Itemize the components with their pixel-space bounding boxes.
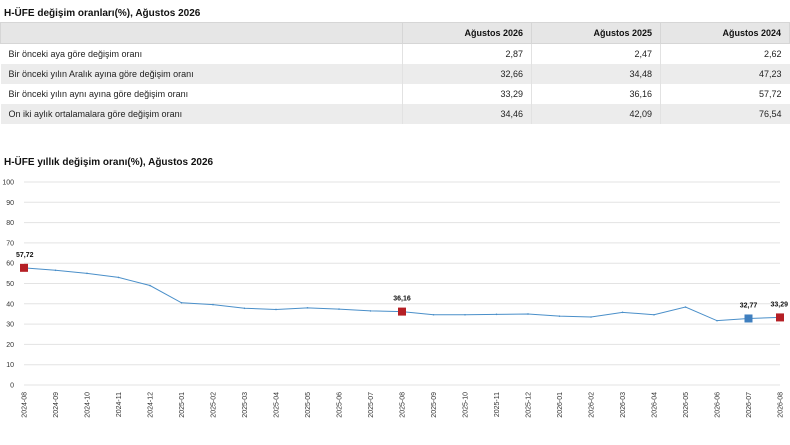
x-tick-label: 2025-10 <box>463 392 470 418</box>
x-tick-label: 2025-07 <box>368 392 375 418</box>
data-point <box>590 316 592 318</box>
data-label: 36,16 <box>393 296 411 303</box>
data-point <box>464 313 466 316</box>
data-point <box>306 307 309 309</box>
x-tick-label: 2024-12 <box>148 392 155 418</box>
row-value: 33,29 <box>402 84 532 104</box>
highlight-marker <box>776 313 784 322</box>
row-value: 57,72 <box>660 84 790 104</box>
data-point <box>212 303 214 306</box>
x-tick-label: 2025-04 <box>274 392 281 418</box>
table-title: H-ÜFE değişim oranları(%), Ağustos 2026 <box>4 8 201 19</box>
header-cell-aug-2024: Ağustos 2024 <box>660 22 790 44</box>
data-label: 57,72 <box>16 252 34 259</box>
data-point <box>369 310 372 312</box>
row-value: 2,87 <box>402 43 532 64</box>
row-value: 34,46 <box>402 104 532 124</box>
row-value: 42,09 <box>531 104 661 124</box>
table-header-row: Ağustos 2026 Ağustos 2025 Ağustos 2024 <box>0 22 790 44</box>
data-point <box>86 272 88 275</box>
x-tick-label: 2026-07 <box>746 392 753 418</box>
x-tick-label: 2025-05 <box>305 392 312 418</box>
data-point <box>558 315 561 317</box>
y-tick-label: 30 <box>6 322 14 329</box>
data-point <box>527 313 529 315</box>
x-tick-label: 2025-03 <box>242 392 249 418</box>
x-tick-label: 2025-06 <box>337 392 344 418</box>
highlight-marker <box>744 314 753 323</box>
data-point <box>243 307 246 310</box>
x-tick-label: 2026-06 <box>715 392 722 418</box>
table-row: Bir önceki yılın Aralık ayına göre değiş… <box>0 64 790 84</box>
row-value: 2,62 <box>660 43 790 64</box>
data-point <box>180 301 183 304</box>
data-point <box>495 313 498 316</box>
x-tick-label: 2024-08 <box>22 392 29 418</box>
data-label: 32,77 <box>740 302 758 309</box>
highlight-marker <box>20 263 28 272</box>
x-tick-label: 2026-08 <box>778 392 785 418</box>
line-chart: 0 10 20 30 40 50 60 70 80 90 100 2024-08 2024-09 2024… <box>2 180 788 418</box>
row-value: 2,47 <box>531 43 661 64</box>
row-value: 36,16 <box>531 84 661 104</box>
y-tick-label: 80 <box>6 220 14 227</box>
y-tick-label: 20 <box>6 342 14 349</box>
x-tick-label: 2026-03 <box>620 392 627 418</box>
data-point <box>117 276 120 279</box>
data-point <box>684 306 687 308</box>
x-tick-label: 2026-02 <box>589 392 596 418</box>
x-tick-label: 2025-02 <box>211 392 218 418</box>
y-tick-label: 50 <box>6 281 14 288</box>
header-cell-aug-2026: Ağustos 2026 <box>402 22 532 44</box>
data-point <box>275 308 277 311</box>
x-tick-label: 2024-10 <box>85 392 92 418</box>
data-point <box>149 284 151 287</box>
row-value: 34,48 <box>531 64 661 84</box>
data-point <box>621 311 624 314</box>
y-tick-label: 60 <box>6 261 14 268</box>
header-cell-aug-2025: Ağustos 2025 <box>531 22 661 44</box>
x-tick-label: 2025-11 <box>494 392 501 417</box>
row-value: 32,66 <box>402 64 532 84</box>
table-row: Bir önceki aya göre değişim oranı 2,87 2… <box>0 43 790 64</box>
data-label: 33,29 <box>770 301 788 308</box>
row-value: 47,23 <box>660 64 790 84</box>
y-tick-label: 40 <box>6 301 14 308</box>
chart-title: H-ÜFE yıllık değişim oranı(%), Ağustos 2… <box>4 157 214 168</box>
table-row: Bir önceki yılın aynı ayına göre değişim… <box>0 84 790 104</box>
y-tick-label: 90 <box>6 200 14 207</box>
data-point <box>54 269 57 272</box>
y-tick-label: 10 <box>6 362 14 369</box>
data-point <box>653 313 655 316</box>
row-label: On iki aylık ortalamalara göre değişim o… <box>8 109 183 119</box>
x-tick-label: 2026-05 <box>683 392 690 418</box>
y-tick-label: 0 <box>10 383 14 390</box>
row-label: Bir önceki yılın Aralık ayına göre değiş… <box>8 69 194 79</box>
y-tick-label: 100 <box>2 180 14 187</box>
header-cell-empty <box>0 22 403 44</box>
x-tick-label: 2025-12 <box>526 392 533 418</box>
rates-table: Ağustos 2026 Ağustos 2025 Ağustos 2024 B… <box>0 22 790 124</box>
row-label: Bir önceki aya göre değişim oranı <box>8 49 143 59</box>
x-tick-label: 2026-01 <box>557 392 564 418</box>
x-tick-label: 2025-08 <box>400 392 407 418</box>
x-tick-label: 2024-09 <box>53 392 60 418</box>
highlight-marker <box>398 307 406 316</box>
data-point <box>432 313 435 316</box>
x-tick-label: 2026-04 <box>652 392 659 418</box>
row-label: Bir önceki yılın aynı ayına göre değişim… <box>8 89 189 99</box>
data-point <box>338 308 340 310</box>
table-row: On iki aylık ortalamalara göre değişim o… <box>0 104 790 124</box>
x-tick-label: 2025-01 <box>179 392 186 418</box>
x-tick-label: 2024-11 <box>116 392 123 417</box>
data-point <box>716 319 718 322</box>
y-tick-label: 70 <box>6 240 14 247</box>
row-value: 76,54 <box>660 104 790 124</box>
x-tick-label: 2025-09 <box>431 392 438 418</box>
